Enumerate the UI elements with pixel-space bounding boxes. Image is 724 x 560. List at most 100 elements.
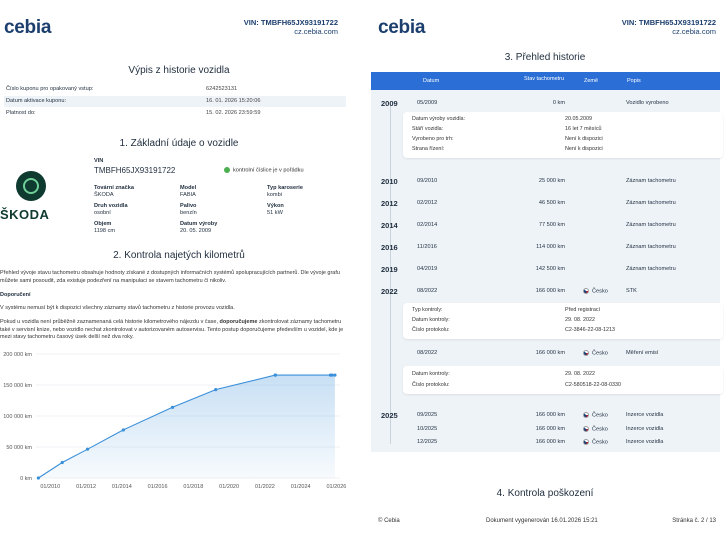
made-value: 20. 05. 2009 bbox=[180, 228, 212, 234]
history-km: 166 000 km bbox=[535, 439, 565, 445]
history-year: 2019 bbox=[381, 265, 398, 274]
history-year: 2016 bbox=[381, 243, 398, 252]
mileage-point bbox=[36, 476, 40, 480]
card1-label: Stáří vozidla: bbox=[412, 126, 444, 132]
card1-value: 16 let 7 měsíců bbox=[565, 126, 602, 132]
history-km: 166 000 km bbox=[535, 350, 565, 356]
history-desc: Záznam tachometru bbox=[626, 266, 676, 272]
history-table: 2009 05/2009 0 km Vozidlo vyrobeno 2010 09/20… bbox=[371, 90, 723, 452]
history-km: 142 500 km bbox=[535, 266, 565, 272]
footer-page-number: Stránka č. 2 / 13 bbox=[672, 518, 716, 524]
history-km: 166 000 km bbox=[535, 412, 565, 418]
recommendation-title: Doporučení bbox=[0, 292, 31, 298]
history-year: 2012 bbox=[381, 199, 398, 208]
x-tick-label: 01/2012 bbox=[76, 484, 96, 490]
card2-value: 29. 08. 2022 bbox=[565, 317, 595, 323]
mileage-point bbox=[60, 460, 64, 465]
history-km: 77 500 km bbox=[538, 222, 565, 228]
brand-value: ŠKODA bbox=[94, 192, 114, 198]
card1-label: Datum výroby vozidla: bbox=[412, 116, 466, 122]
card1-value: Není k dispozici bbox=[565, 146, 603, 152]
mileage-point bbox=[121, 428, 125, 432]
history-year: 2014 bbox=[381, 221, 398, 230]
history-desc: Záznam tachometru bbox=[626, 178, 676, 184]
volume-label: Objem bbox=[94, 221, 112, 227]
czech-flag-icon bbox=[583, 426, 589, 432]
mileage-point bbox=[170, 405, 175, 409]
history-desc: Vozidlo vyrobeno bbox=[626, 100, 669, 106]
history-desc: Záznam tachometru bbox=[626, 222, 676, 228]
cebia-url[interactable]: cz.cebia.com bbox=[672, 27, 716, 36]
history-date: 02/2014 bbox=[417, 222, 438, 228]
card1-value: 20.05.2009 bbox=[565, 116, 592, 122]
card2-label: Datum kontroly: bbox=[412, 317, 450, 323]
history-date: 10/2025 bbox=[417, 426, 438, 432]
mileage-chart-svg: 0 km 50 000 km 100 000 km 150 000 km 200 000… bbox=[3, 352, 346, 490]
vin-check-text: kontrolní číslice je v pořádku bbox=[233, 167, 304, 174]
history-country-text: Česko bbox=[592, 288, 608, 295]
col-country: Země bbox=[584, 78, 599, 84]
card3-value: 29. 08. 2022 bbox=[565, 371, 595, 377]
x-tick-label: 01/2024 bbox=[291, 484, 311, 490]
history-year: 2025 bbox=[381, 411, 398, 420]
coupon-row: Číslo kuponu pro opakovaný vstup: 624252… bbox=[4, 84, 346, 95]
card1-value: Není k dispozici bbox=[565, 136, 603, 142]
history-desc: Inzerce vozidla bbox=[626, 412, 664, 418]
activation-value: 16. 01. 2026 15:20:06 bbox=[206, 98, 261, 104]
report-page-2: cebia VIN: TMBFH65JX93191722 cz.cebia.co… bbox=[366, 0, 724, 560]
col-date: Datum bbox=[423, 78, 440, 84]
section-2-title: 2. Kontrola najetých kilometrů bbox=[113, 250, 245, 261]
report-title: Výpis z historie vozidla bbox=[128, 65, 230, 76]
card2-value: C2-3846-22-08-1213 bbox=[565, 327, 616, 333]
history-desc: STK bbox=[626, 288, 637, 294]
history-date: 02/2012 bbox=[417, 200, 438, 206]
y-tick-label: 100 000 km bbox=[3, 414, 32, 420]
made-label: Datum výroby bbox=[180, 221, 218, 227]
recommendation-detail-a: Pokud u vozidla není průběžně zaznamenan… bbox=[0, 319, 218, 325]
recommendation-detail: Pokud u vozidla není průběžně zaznamenan… bbox=[0, 319, 350, 342]
history-km: 25 000 km bbox=[538, 178, 565, 184]
mileage-chart: 0 km 50 000 km 100 000 km 150 000 km 200 000… bbox=[0, 344, 358, 494]
cebia-url[interactable]: cz.cebia.com bbox=[294, 27, 338, 36]
recommendation-detail-c: zkontrolovat záznamy tachometru také v s… bbox=[0, 319, 344, 340]
mileage-point bbox=[214, 388, 218, 392]
coupon-value: 6242523131 bbox=[206, 86, 238, 92]
body-value: kombi bbox=[267, 192, 282, 198]
history-date: 09/2025 bbox=[417, 412, 438, 418]
history-date: 08/2022 bbox=[417, 350, 438, 356]
section-1-title: 1. Základní údaje o vozidle bbox=[119, 138, 239, 149]
card1-label: Vyrobeno pro trh: bbox=[412, 136, 454, 142]
recommendation-detail-b: doporučujeme bbox=[219, 319, 258, 325]
skoda-logo-word: ŠKODA bbox=[0, 207, 50, 222]
history-country-text: Česko bbox=[592, 439, 608, 446]
vin-header-text: VIN: TMBFH65JX93191722 bbox=[243, 18, 338, 27]
card2-value: Před registrací bbox=[565, 307, 601, 313]
history-country: Česko bbox=[583, 288, 608, 294]
history-year: 2010 bbox=[381, 177, 398, 186]
history-country-text: Česko bbox=[592, 350, 608, 357]
footer-copyright: © Cebia bbox=[378, 518, 400, 524]
x-tick-label: 01/2022 bbox=[255, 484, 275, 490]
mileage-point bbox=[273, 373, 277, 377]
history-year: 2009 bbox=[381, 99, 398, 108]
footer-generated: Dokument vygenerován 16.01.2026 15:21 bbox=[486, 518, 598, 524]
x-tick-label: 01/2014 bbox=[112, 484, 132, 490]
card3-label: Číslo protokolu: bbox=[412, 382, 450, 388]
history-country: Česko bbox=[583, 350, 608, 356]
emission-card: Datum kontroly: 29. 08. 2022 Číslo proto… bbox=[403, 366, 723, 394]
history-desc: Inzerce vozidla bbox=[626, 426, 664, 432]
timeline-line bbox=[390, 104, 391, 444]
mileage-intro: Přehled vývoje stavu tachometru obsahuje… bbox=[0, 270, 340, 284]
fuel-value: benzín bbox=[180, 210, 197, 216]
model-label: Model bbox=[180, 185, 197, 191]
col-km: Stav tachometru bbox=[524, 76, 565, 82]
history-km: 114 000 km bbox=[536, 244, 565, 250]
cebia-logo: cebia bbox=[4, 17, 52, 38]
x-tick-label: 01/2020 bbox=[219, 484, 239, 490]
history-country: Česko bbox=[583, 439, 608, 445]
production-card: Datum výroby vozidla: 20.05.2009 Stáří v… bbox=[403, 112, 723, 158]
validity-label: Platnost do: bbox=[6, 110, 36, 116]
history-date: 08/2022 bbox=[417, 288, 438, 294]
section-3-title: 3. Přehled historie bbox=[504, 52, 586, 63]
czech-flag-icon bbox=[583, 412, 589, 418]
